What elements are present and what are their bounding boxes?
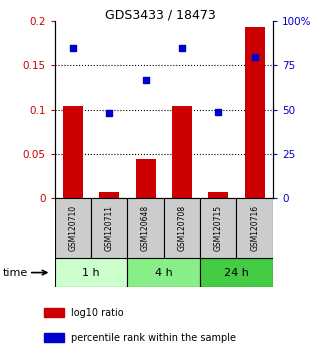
Text: percentile rank within the sample: percentile rank within the sample xyxy=(71,332,236,343)
Text: 1 h: 1 h xyxy=(82,268,100,278)
Text: GSM120708: GSM120708 xyxy=(178,205,187,251)
Text: time: time xyxy=(3,268,29,278)
Point xyxy=(216,109,221,114)
Bar xyxy=(208,192,228,198)
Bar xyxy=(91,198,127,258)
Bar xyxy=(44,333,64,342)
Bar xyxy=(55,198,91,258)
Text: GSM120716: GSM120716 xyxy=(250,205,259,251)
Bar xyxy=(135,159,156,198)
Bar xyxy=(237,198,273,258)
Text: GDS3433 / 18473: GDS3433 / 18473 xyxy=(105,9,216,22)
Point xyxy=(252,54,257,59)
Text: GSM120648: GSM120648 xyxy=(141,205,150,251)
Bar xyxy=(44,308,64,317)
Bar xyxy=(127,198,164,258)
Text: 24 h: 24 h xyxy=(224,268,249,278)
Bar xyxy=(127,258,200,287)
Point xyxy=(107,110,112,116)
Text: log10 ratio: log10 ratio xyxy=(71,308,124,318)
Bar xyxy=(55,258,127,287)
Text: GSM120711: GSM120711 xyxy=(105,205,114,251)
Point xyxy=(70,45,75,51)
Bar xyxy=(63,106,83,198)
Point xyxy=(179,45,185,51)
Bar xyxy=(245,28,265,198)
Bar xyxy=(172,106,192,198)
Text: 4 h: 4 h xyxy=(155,268,173,278)
Bar xyxy=(200,198,237,258)
Bar xyxy=(200,258,273,287)
Bar xyxy=(164,198,200,258)
Bar xyxy=(99,192,119,198)
Text: GSM120710: GSM120710 xyxy=(68,205,77,251)
Point xyxy=(143,77,148,82)
Text: GSM120715: GSM120715 xyxy=(214,205,223,251)
